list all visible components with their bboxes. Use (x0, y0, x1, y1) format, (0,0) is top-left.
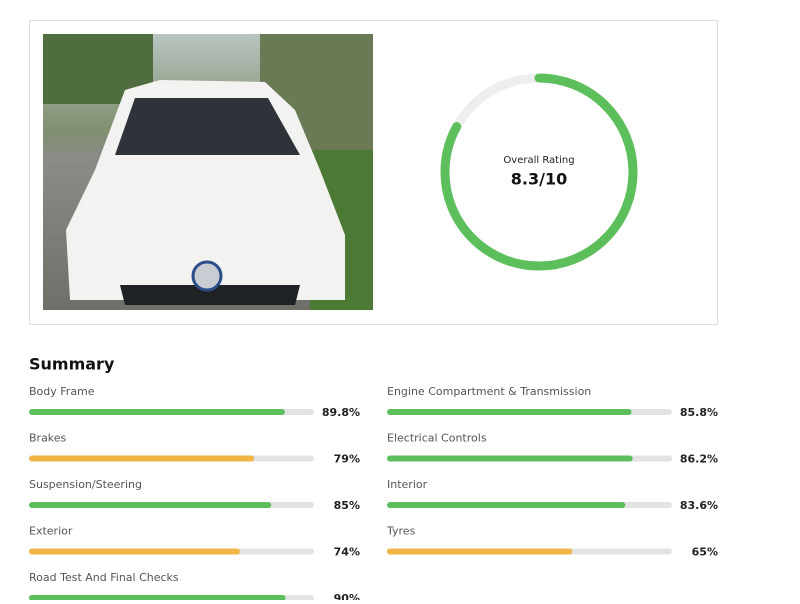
item-value: 89.8% (322, 406, 360, 419)
bar-fill (387, 455, 633, 462)
item-value: 90% (334, 592, 360, 600)
bar-fill (29, 455, 255, 462)
item-label: Brakes (29, 432, 67, 445)
item-label: Road Test And Final Checks (29, 571, 179, 584)
item-value: 85.8% (680, 406, 718, 419)
item-value: 65% (692, 546, 718, 559)
item-value: 79% (334, 453, 360, 466)
item-value: 86.2% (680, 453, 718, 466)
summary-title: Summary (29, 355, 115, 374)
item-value: 83.6% (680, 499, 718, 512)
bar-fill (29, 595, 286, 601)
car-photo (43, 34, 373, 310)
bar-fill (387, 502, 626, 508)
item-value: 85% (334, 499, 360, 512)
bar-fill (29, 548, 240, 555)
rating-title: Overall Rating (503, 155, 574, 166)
item-label: Engine Compartment & Transmission (387, 385, 591, 398)
item-value: 74% (334, 546, 360, 559)
bar-fill (29, 502, 272, 508)
item-label: Exterior (29, 525, 73, 538)
bar-fill (29, 409, 285, 415)
item-label: Interior (387, 478, 428, 491)
bar-fill (387, 548, 573, 555)
rating-value: 8.3/10 (511, 170, 567, 189)
item-label: Tyres (386, 525, 416, 538)
item-label: Body Frame (29, 385, 95, 398)
bar-fill (387, 409, 632, 415)
item-label: Electrical Controls (387, 432, 487, 445)
item-label: Suspension/Steering (29, 478, 142, 491)
rating-arc (440, 73, 638, 271)
